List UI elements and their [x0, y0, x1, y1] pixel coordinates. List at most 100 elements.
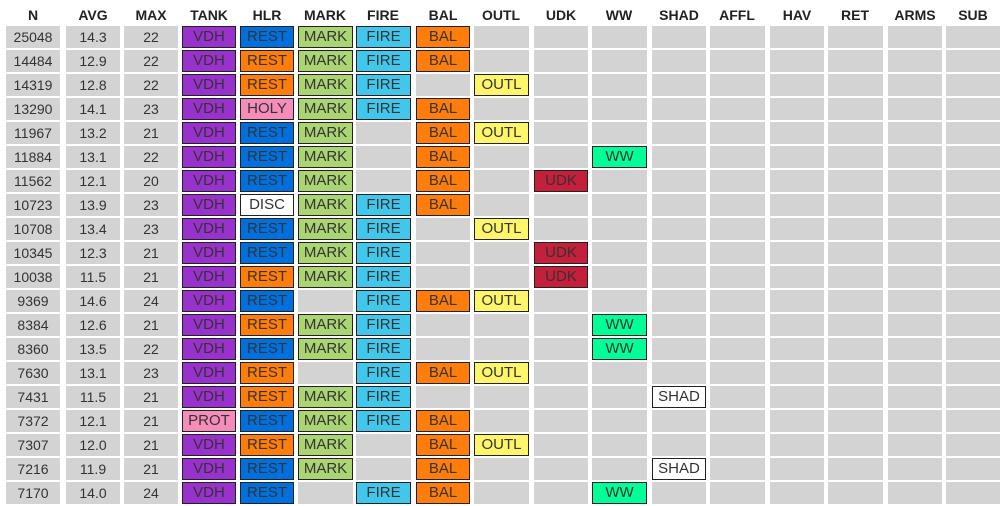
cell-background	[6, 434, 60, 456]
spec-tag-fire: FIRE	[356, 218, 411, 240]
cell-background	[6, 266, 60, 288]
spec-tag-holy: HOLY	[240, 98, 294, 120]
cell-background	[946, 122, 1000, 144]
cell-background	[6, 194, 60, 216]
cell-background	[124, 458, 178, 480]
cell-n: 10038	[13, 269, 53, 285]
cell-max: 23	[143, 221, 159, 237]
cell-background	[710, 74, 765, 96]
spec-tag-fire: FIRE	[356, 386, 411, 408]
cell-background	[828, 242, 883, 264]
cell-background	[6, 170, 60, 192]
cell-background	[66, 74, 120, 96]
spec-tag-vdh: VDH	[182, 218, 236, 240]
spec-tag-rest: REST	[240, 26, 294, 48]
cell-avg: 12.8	[79, 77, 107, 93]
cell-background	[534, 146, 588, 168]
cell-background	[828, 482, 883, 504]
cell-avg: 12.9	[79, 53, 107, 69]
cell-background	[828, 410, 883, 432]
spec-tag-fire: FIRE	[356, 242, 411, 264]
spec-tag-fire: FIRE	[356, 98, 411, 120]
cell-background	[66, 122, 120, 144]
cell-background	[6, 218, 60, 240]
cell-background	[946, 386, 1000, 408]
cell-background	[888, 74, 942, 96]
spec-tag-mark: MARK	[298, 218, 353, 240]
cell-background	[124, 194, 178, 216]
spec-tag-rest: REST	[240, 146, 294, 168]
cell-background	[946, 266, 1000, 288]
cell-n: 7431	[17, 389, 49, 405]
cell-background	[770, 26, 824, 48]
cell-n: 13290	[13, 101, 53, 117]
spec-tag-vdh: VDH	[182, 362, 236, 384]
cell-background	[66, 242, 120, 264]
cell-background	[710, 386, 765, 408]
cell-background	[710, 146, 765, 168]
cell-background	[592, 74, 647, 96]
cell-background	[124, 74, 178, 96]
cell-background	[828, 362, 883, 384]
spec-tag-fire: FIRE	[356, 266, 411, 288]
cell-background	[6, 146, 60, 168]
cell-n: 7372	[17, 413, 49, 429]
cell-background	[66, 434, 120, 456]
cell-background	[66, 362, 120, 384]
cell-background	[416, 74, 470, 96]
cell-background	[124, 98, 178, 120]
cell-background	[652, 338, 706, 360]
cell-background	[356, 122, 411, 144]
cell-background	[770, 98, 824, 120]
cell-background	[592, 362, 647, 384]
spec-tag-rest: REST	[240, 122, 294, 144]
cell-background	[66, 98, 120, 120]
spec-tag-disc: DISC	[240, 194, 294, 216]
cell-background	[124, 290, 178, 312]
cell-background	[474, 458, 529, 480]
spec-tag-mark: MARK	[298, 98, 353, 120]
spec-tag-bal: BAL	[416, 26, 470, 48]
cell-background	[474, 338, 529, 360]
spec-tag-outl: OUTL	[474, 362, 529, 384]
cell-background	[592, 170, 647, 192]
cell-background	[124, 410, 178, 432]
cell-background	[534, 434, 588, 456]
cell-background	[592, 290, 647, 312]
cell-background	[828, 338, 883, 360]
cell-max: 21	[143, 125, 159, 141]
spec-tag-rest: REST	[240, 386, 294, 408]
spec-tag-rest: REST	[240, 482, 294, 504]
cell-max: 23	[143, 365, 159, 381]
cell-background	[356, 434, 411, 456]
cell-background	[6, 26, 60, 48]
cell-background	[474, 50, 529, 72]
spec-tag-outl: OUTL	[474, 290, 529, 312]
cell-background	[124, 218, 178, 240]
cell-background	[66, 146, 120, 168]
cell-background	[770, 242, 824, 264]
cell-background	[770, 386, 824, 408]
cell-avg: 13.1	[79, 149, 107, 165]
cell-background	[66, 266, 120, 288]
cell-background	[946, 50, 1000, 72]
cell-background	[66, 290, 120, 312]
cell-background	[6, 98, 60, 120]
cell-background	[770, 482, 824, 504]
cell-background	[710, 170, 765, 192]
cell-background	[888, 338, 942, 360]
cell-background	[534, 50, 588, 72]
spec-tag-vdh: VDH	[182, 266, 236, 288]
cell-background	[474, 314, 529, 336]
cell-background	[828, 434, 883, 456]
cell-background	[888, 122, 942, 144]
cell-background	[592, 266, 647, 288]
spec-tag-rest: REST	[240, 410, 294, 432]
cell-background	[710, 362, 765, 384]
spec-tag-mark: MARK	[298, 386, 353, 408]
spec-tag-fire: FIRE	[356, 26, 411, 48]
spec-tag-vdh: VDH	[182, 482, 236, 504]
cell-background	[652, 482, 706, 504]
spec-tag-vdh: VDH	[182, 122, 236, 144]
